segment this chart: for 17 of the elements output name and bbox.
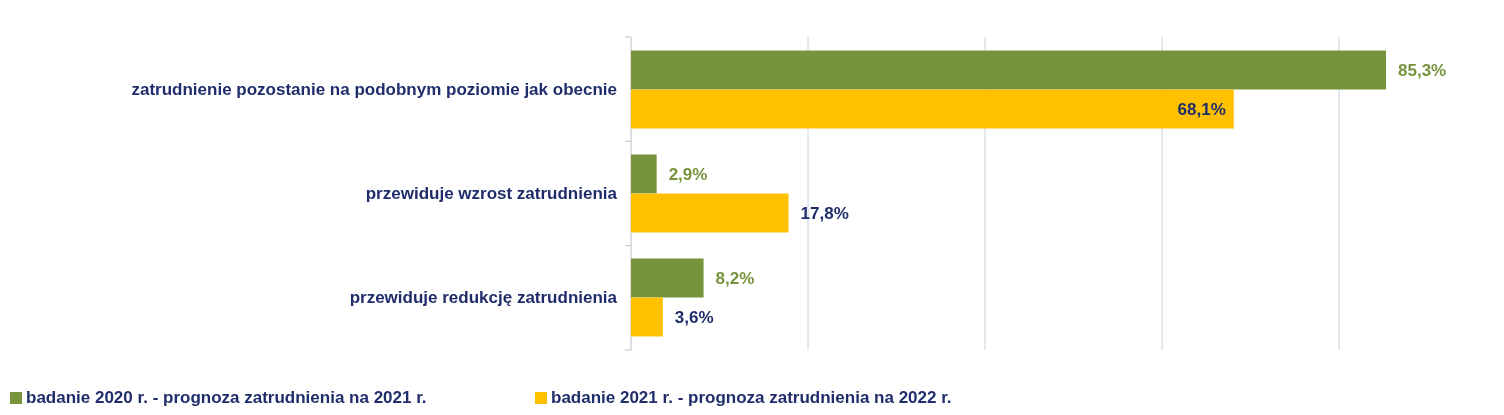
- y-tick-label: zatrudnienie pozostanie na podobnym poziomie jak obecnie: [131, 80, 617, 100]
- bar: [631, 50, 1386, 90]
- data-label: 3,6%: [674, 307, 714, 327]
- y-tick-label: przewiduje wzrost zatrudnienia: [365, 184, 618, 204]
- data-label: 8,2%: [715, 268, 755, 288]
- bar: [631, 193, 789, 233]
- bar: [631, 154, 657, 194]
- data-label: 2,9%: [668, 164, 708, 184]
- data-label: 17,8%: [800, 203, 849, 223]
- bar: [631, 89, 1234, 129]
- legend-label: badanie 2020 r. - prognoza zatrudnienia na 2021 r.: [26, 388, 427, 407]
- data-label: 85,3%: [1398, 60, 1447, 80]
- bar: [631, 297, 663, 337]
- bar: [631, 258, 704, 298]
- y-tick-label: przewiduje redukcję zatrudnienia: [349, 288, 618, 308]
- data-label: 68,1%: [1177, 99, 1226, 119]
- legend-label: badanie 2021 r. - prognoza zatrudnienia na 2022 r.: [551, 388, 952, 407]
